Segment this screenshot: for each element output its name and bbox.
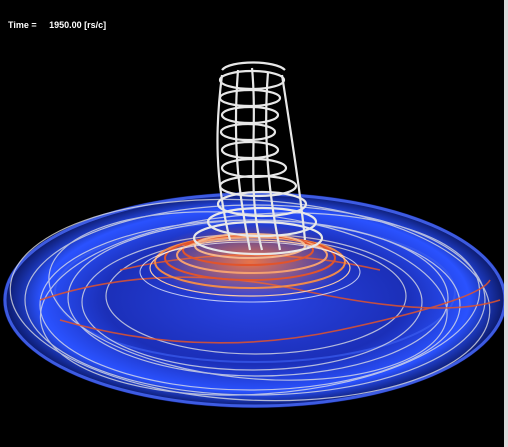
- window-edge: [504, 0, 508, 447]
- simulation-time-label: Time = 1950.00 [rs/c]: [8, 20, 107, 30]
- jet-field-lines: [192, 61, 324, 256]
